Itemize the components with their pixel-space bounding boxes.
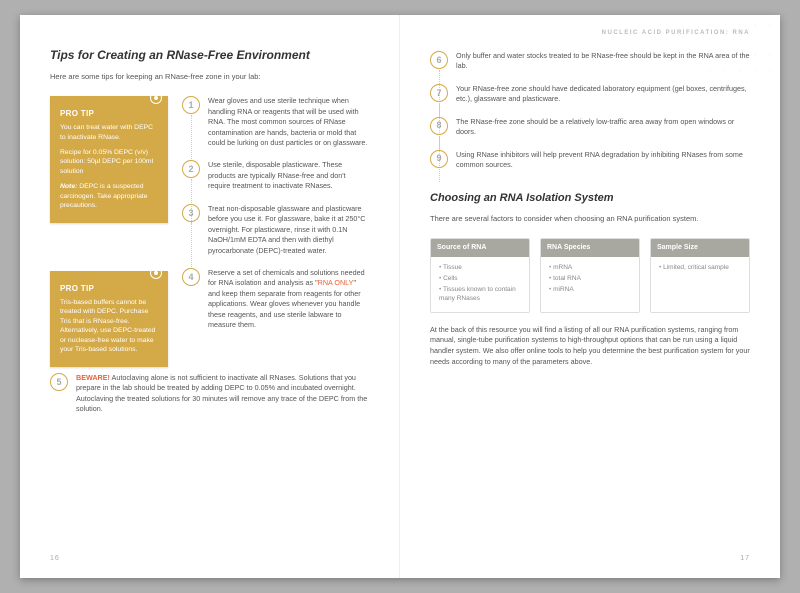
pro-tip-recipe: Recipe for 0.05% DEPC (v/v) solution: 50…: [60, 148, 158, 177]
tip-text: BEWARE! Autoclaving alone is not suffici…: [76, 373, 369, 415]
tip-text: The RNase-free zone should be a relative…: [456, 117, 750, 138]
page-number: 16: [50, 554, 60, 564]
factor-item: miRNA: [549, 285, 631, 294]
tip-item: 9 Using RNase inhibitors will help preve…: [430, 150, 750, 171]
page-number: 17: [740, 554, 750, 564]
pro-tip-1: PRO TIP You can treat water with DEPC to…: [50, 96, 168, 222]
two-column-layout: PRO TIP You can treat water with DEPC to…: [50, 96, 369, 367]
factor-heading: RNA Species: [541, 239, 639, 257]
tip-item: 4 Reserve a set of chemicals and solutio…: [182, 268, 369, 331]
factor-body: Tissue Cells Tissues known to contain ma…: [431, 257, 529, 311]
section-title: Choosing an RNA Isolation System: [430, 191, 750, 206]
tip-text: Reserve a set of chemicals and solutions…: [208, 268, 369, 331]
tip-item: 2 Use sterile, disposable plasticware. T…: [182, 160, 369, 191]
factor-box: Source of RNA Tissue Cells Tissues known…: [430, 238, 530, 312]
tip-number-badge: 7: [430, 84, 448, 102]
tip-item: 8 The RNase-free zone should be a relati…: [430, 117, 750, 138]
pro-tip-title: PRO TIP: [60, 283, 158, 294]
factor-item: mRNA: [549, 263, 631, 272]
hex-pattern-decoration: [700, 15, 780, 75]
tip-number-badge: 2: [182, 160, 200, 178]
intro-text: Here are some tips for keeping an RNase-…: [50, 72, 369, 83]
rna-only-highlight: RNA ONLY: [318, 278, 354, 287]
pro-tip-title: PRO TIP: [60, 108, 158, 119]
tip-number-badge: 8: [430, 117, 448, 135]
tip-text: Using RNase inhibitors will help prevent…: [456, 150, 750, 171]
factor-item: Tissue: [439, 263, 521, 272]
section-intro: There are several factors to consider wh…: [430, 214, 750, 225]
tip-text: Wear gloves and use sterile technique wh…: [208, 96, 369, 148]
factor-item: total RNA: [549, 274, 631, 283]
factor-body: mRNA total RNA miRNA: [541, 257, 639, 302]
pro-tip-body: You can treat water with DEPC to inactiv…: [60, 123, 158, 142]
factor-item: Tissues known to contain many RNases: [439, 285, 521, 303]
factor-item: Limited, critical sample: [659, 263, 741, 272]
tip-item: 7 Your RNase-free zone should have dedic…: [430, 84, 750, 105]
section-header-tag: NUCLEIC ACID PURIFICATION: RNA: [602, 29, 750, 37]
tip-number-badge: 6: [430, 51, 448, 69]
pro-tip-2: PRO TIP Tris-based buffers cannot be tre…: [50, 271, 168, 367]
tip-number-badge: 3: [182, 204, 200, 222]
factor-heading: Source of RNA: [431, 239, 529, 257]
factor-item: Cells: [439, 274, 521, 283]
tip-text: Treat non-disposable glassware and plast…: [208, 204, 369, 256]
tip-number-badge: 1: [182, 96, 200, 114]
tip-item-full: 5 BEWARE! Autoclaving alone is not suffi…: [50, 373, 369, 415]
left-page: Tips for Creating an RNase-Free Environm…: [20, 15, 400, 578]
tip-number-badge: 5: [50, 373, 68, 391]
closing-paragraph: At the back of this resource you will fi…: [430, 325, 750, 368]
factor-box: RNA Species mRNA total RNA miRNA: [540, 238, 640, 312]
factors-row: Source of RNA Tissue Cells Tissues known…: [430, 238, 750, 312]
sidebar: PRO TIP You can treat water with DEPC to…: [50, 96, 168, 367]
tip-number-badge: 4: [182, 268, 200, 286]
lightbulb-icon: [150, 267, 162, 279]
tip-item: 3 Treat non-disposable glassware and pla…: [182, 204, 369, 256]
right-page: NUCLEIC ACID PURIFICATION: RNA 6 Only bu…: [400, 15, 780, 578]
tip-number-badge: 9: [430, 150, 448, 168]
tips-column: 1 Wear gloves and use sterile technique …: [182, 96, 369, 367]
page-spread: Tips for Creating an RNase-Free Environm…: [20, 15, 780, 578]
factor-body: Limited, critical sample: [651, 257, 749, 280]
factor-box: Sample Size Limited, critical sample: [650, 238, 750, 312]
tip-text: Use sterile, disposable plasticware. The…: [208, 160, 369, 191]
tip-text: Your RNase-free zone should have dedicat…: [456, 84, 750, 105]
beware-highlight: BEWARE!: [76, 373, 110, 382]
lightbulb-icon: [150, 92, 162, 104]
pro-tip-note: Note: DEPC is a suspected carcinogen. Ta…: [60, 182, 158, 211]
factor-heading: Sample Size: [651, 239, 749, 257]
page-title: Tips for Creating an RNase-Free Environm…: [50, 47, 369, 64]
tip-item: 1 Wear gloves and use sterile technique …: [182, 96, 369, 148]
pro-tip-body: Tris-based buffers cannot be treated wit…: [60, 298, 158, 355]
